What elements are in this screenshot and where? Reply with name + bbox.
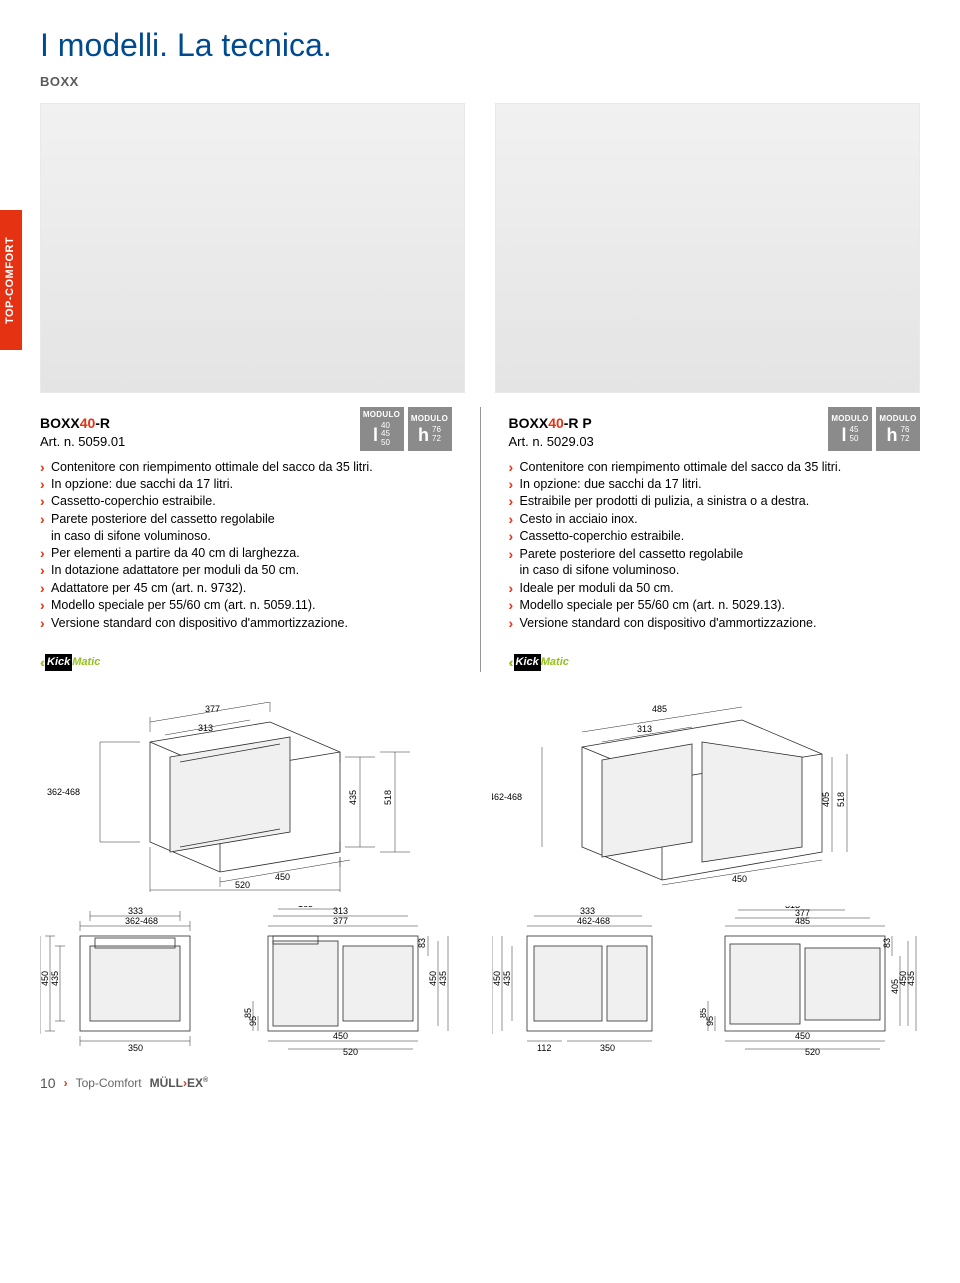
svg-text:450: 450 — [428, 971, 438, 986]
svg-text:462-468: 462-468 — [577, 916, 610, 926]
svg-text:112: 112 — [537, 1043, 551, 1053]
feature-list-right: Contenitore con riempimento ottimale del… — [509, 459, 921, 632]
tech-drawing-front-right: 462-468 333 435 450 518 112 350 — [492, 906, 682, 1056]
svg-text:435: 435 — [348, 790, 358, 805]
svg-text:520: 520 — [235, 880, 250, 890]
feature-item: Cassetto-coperchio estraibile. — [509, 528, 921, 545]
svg-text:362-468: 362-468 — [125, 916, 158, 926]
svg-text:520: 520 — [805, 1047, 820, 1056]
svg-text:435: 435 — [438, 971, 448, 986]
svg-text:450: 450 — [40, 971, 50, 986]
svg-text:405: 405 — [821, 792, 831, 807]
svg-text:83: 83 — [882, 938, 892, 948]
tech-drawing-front-left: 362-468 333 435 450 518 350 — [40, 906, 220, 1056]
module-badge-width: MODULO l404550 — [360, 407, 404, 451]
feature-item: Versione standard con dispositivo d'ammo… — [509, 615, 921, 632]
svg-text:313: 313 — [333, 906, 348, 916]
hero-images — [40, 103, 920, 393]
svg-text:313: 313 — [637, 724, 652, 734]
page-footer: 10 › Top-Comfort MÜLL›EX® — [40, 1074, 920, 1093]
svg-text:435: 435 — [50, 971, 60, 986]
feature-item: Contenitore con riempimento ottimale del… — [509, 459, 921, 476]
feature-item: In dotazione adattatore per moduli da 50… — [40, 562, 452, 579]
feature-item: Contenitore con riempimento ottimale del… — [40, 459, 452, 476]
module-badge-height: MODULO h7672 — [876, 407, 920, 451]
tech-drawing-iso-left: 377 313 362-468 435 518 450 520 — [40, 702, 464, 892]
side-tab-label: TOP-COMFORT — [4, 236, 19, 323]
footer-section-label: Top-Comfort — [76, 1075, 142, 1091]
feature-item: Versione standard con dispositivo d'ammo… — [40, 615, 452, 632]
chevron-icon: › — [64, 1075, 68, 1091]
feature-item: Parete posteriore del cassetto regolabil… — [40, 511, 452, 545]
tech-drawing-side-right: 485 377 313 163 83 405 450 435 95 85 450… — [700, 906, 920, 1056]
svg-text:85: 85 — [700, 1008, 708, 1018]
product-column-right: BOXX40-R P Art. n. 5029.03 MODULO l4550 … — [509, 407, 921, 672]
product-name-left: BOXX40-R — [40, 414, 125, 433]
product-name-right: BOXX40-R P — [509, 414, 594, 433]
article-number-right: Art. n. 5029.03 — [509, 433, 594, 451]
module-badges-left: MODULO l404550 MODULO h7672 — [360, 407, 452, 451]
feature-item: Modello speciale per 55/60 cm (art. n. 5… — [40, 597, 452, 614]
svg-text:520: 520 — [343, 1047, 358, 1056]
feature-item: In opzione: due sacchi da 17 litri. — [40, 476, 452, 493]
kickmatic-logo-left: ‹‹‹ KickMatic — [40, 654, 100, 672]
feature-item: Ideale per moduli da 50 cm. — [509, 580, 921, 597]
svg-text:313: 313 — [785, 906, 800, 910]
svg-text:362-468: 362-468 — [47, 787, 80, 797]
svg-text:450: 450 — [732, 874, 747, 884]
svg-text:350: 350 — [600, 1043, 615, 1053]
tech-drawing-side-left: 377 313 163 83 450 435 95 85 450 520 — [238, 906, 458, 1056]
svg-text:518: 518 — [383, 790, 393, 805]
svg-text:485: 485 — [652, 704, 667, 714]
svg-text:163: 163 — [298, 906, 313, 909]
svg-text:333: 333 — [128, 906, 143, 916]
svg-text:83: 83 — [417, 938, 427, 948]
svg-text:435: 435 — [906, 971, 916, 986]
feature-list-left: Contenitore con riempimento ottimale del… — [40, 459, 452, 632]
svg-text:450: 450 — [275, 872, 290, 882]
module-badges-right: MODULO l4550 MODULO h7672 — [828, 407, 920, 451]
feature-item: Parete posteriore del cassetto regolabil… — [509, 546, 921, 580]
svg-text:450: 450 — [492, 971, 502, 986]
svg-text:462-468: 462-468 — [492, 792, 522, 802]
svg-text:377: 377 — [333, 916, 348, 926]
tech-drawing-iso-right: 485 313 462-468 405 518 450 — [492, 702, 920, 892]
svg-text:85: 85 — [243, 1008, 253, 1018]
feature-item: Modello speciale per 55/60 cm (art. n. 5… — [509, 597, 921, 614]
feature-item: Cassetto-coperchio estraibile. — [40, 493, 452, 510]
kick-arrows-icon: ‹‹‹ — [509, 654, 510, 672]
svg-text:518: 518 — [836, 792, 846, 807]
page-number: 10 — [40, 1074, 56, 1093]
feature-item: In opzione: due sacchi da 17 litri. — [509, 476, 921, 493]
product-image-right — [495, 103, 920, 393]
tech-column-right: 485 313 462-468 405 518 450 — [492, 702, 920, 1056]
page-title: I modelli. La tecnica. — [40, 24, 920, 67]
svg-text:450: 450 — [795, 1031, 810, 1041]
mullex-logo: MÜLL›EX® — [150, 1075, 209, 1091]
kick-arrows-icon: ‹‹‹ — [40, 654, 41, 672]
technical-drawings: 377 313 362-468 435 518 450 520 — [40, 702, 920, 1056]
svg-text:350: 350 — [128, 1043, 143, 1053]
svg-text:450: 450 — [333, 1031, 348, 1041]
svg-text:313: 313 — [198, 723, 213, 733]
tech-column-left: 377 313 362-468 435 518 450 520 — [40, 702, 464, 1056]
column-divider — [480, 407, 481, 672]
module-badge-height: MODULO h7672 — [408, 407, 452, 451]
side-tab-top-comfort: TOP-COMFORT — [0, 210, 22, 350]
feature-item: Adattatore per 45 cm (art. n. 9732). — [40, 580, 452, 597]
product-image-left — [40, 103, 465, 393]
feature-item: Estraibile per prodotti di pulizia, a si… — [509, 493, 921, 510]
svg-text:333: 333 — [580, 906, 595, 916]
article-number-left: Art. n. 5059.01 — [40, 433, 125, 451]
svg-text:435: 435 — [502, 971, 512, 986]
page-subtitle: BOXX — [40, 73, 920, 91]
feature-item: Per elementi a partire da 40 cm di largh… — [40, 545, 452, 562]
kickmatic-logo-right: ‹‹‹ KickMatic — [509, 654, 569, 672]
product-column-left: BOXX40-R Art. n. 5059.01 MODULO l404550 … — [40, 407, 452, 672]
module-badge-width: MODULO l4550 — [828, 407, 872, 451]
feature-item: Cesto in acciaio inox. — [509, 511, 921, 528]
svg-text:377: 377 — [205, 704, 220, 714]
